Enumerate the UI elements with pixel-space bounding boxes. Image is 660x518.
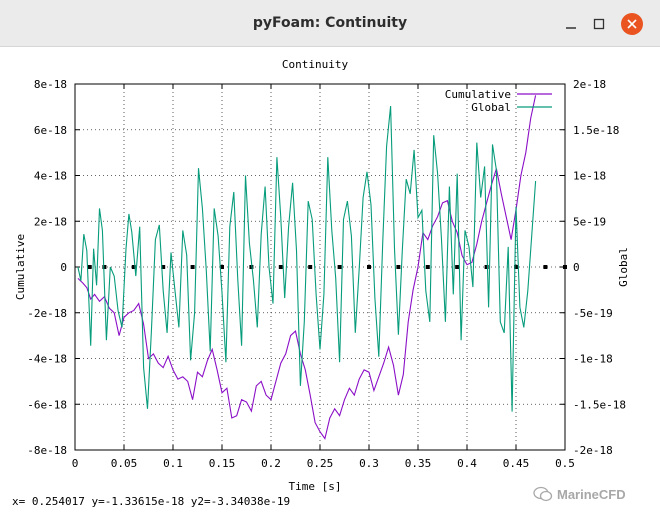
zero-marker <box>102 265 107 269</box>
cursor-coordinates: x= 0.254017 y=-1.33615e-18 y2=-3.34038e-… <box>12 495 291 508</box>
tick-labels: 0 0.05 0.1 0.15 0.2 0.25 0.3 0.35 0.4 0.45 0.5 -8e-… <box>27 78 626 470</box>
x-tick-label: 0.15 <box>209 457 236 470</box>
y2-tick-label: -1.5e-18 <box>573 398 626 411</box>
zero-marker <box>563 265 567 269</box>
maximize-icon <box>593 18 605 30</box>
y-tick-label: -8e-18 <box>27 444 67 457</box>
y2-tick-label: 1e-18 <box>573 170 606 183</box>
y2-tick-label: -1e-18 <box>573 353 613 366</box>
x-tick-label: 0.4 <box>457 457 477 470</box>
y-tick-label: 2e-18 <box>34 215 67 228</box>
continuity-chart[interactable]: 0 0.05 0.1 0.15 0.2 0.25 0.3 0.35 0.4 0.45 0.5 -8e-… <box>0 47 660 518</box>
y-tick-label: 8e-18 <box>34 78 67 91</box>
y-tick-label: 0 <box>60 261 67 274</box>
y2-tick-label: 1.5e-18 <box>573 124 619 137</box>
x-axis-label: Time [s] <box>289 480 342 493</box>
x-tick-label: 0 <box>72 457 79 470</box>
x-tick-label: 0.3 <box>359 457 379 470</box>
y-tick-label: -6e-18 <box>27 398 67 411</box>
maximize-button[interactable] <box>589 14 609 34</box>
zero-marker <box>190 265 195 269</box>
plot-area[interactable]: 0 0.05 0.1 0.15 0.2 0.25 0.3 0.35 0.4 0.45 0.5 -8e-… <box>0 47 660 518</box>
title-bar[interactable]: pyFoam: Continuity <box>0 0 660 47</box>
zero-marker <box>337 265 342 269</box>
zero-marker <box>278 265 283 269</box>
axis-ticks <box>74 83 566 451</box>
zero-markers <box>87 265 567 269</box>
zero-marker <box>87 265 92 269</box>
legend: Cumulative Global <box>445 88 552 114</box>
close-icon <box>627 19 637 29</box>
x-tick-label: 0.5 <box>555 457 575 470</box>
close-button[interactable] <box>621 13 643 35</box>
y2-tick-label: -5e-19 <box>573 307 613 320</box>
legend-label-global: Global <box>471 101 511 114</box>
zero-marker <box>131 265 136 269</box>
watermark: MarineCFD <box>533 484 653 504</box>
x-tick-label: 0.2 <box>261 457 281 470</box>
zero-marker <box>308 265 313 269</box>
y2-tick-label: 5e-19 <box>573 215 606 228</box>
series-line-cumulative <box>77 95 537 440</box>
y2-axis-label: Global <box>617 247 630 287</box>
y-tick-label: 4e-18 <box>34 170 67 183</box>
zero-marker <box>543 265 548 269</box>
grid-lines <box>75 84 565 450</box>
y-axis-label: Cumulative <box>14 234 27 300</box>
zero-marker <box>161 265 166 269</box>
x-tick-label: 0.35 <box>405 457 432 470</box>
y2-tick-label: 0 <box>573 261 580 274</box>
zero-marker <box>220 265 224 269</box>
zero-marker <box>514 265 518 269</box>
zero-marker <box>367 265 371 269</box>
series-lines <box>77 95 537 440</box>
wechat-icon <box>533 486 553 502</box>
minimize-icon <box>566 27 576 29</box>
legend-label-cumulative: Cumulative <box>445 88 511 101</box>
minimize-button[interactable] <box>561 14 581 34</box>
zero-marker <box>396 265 401 269</box>
window-title: pyFoam: Continuity <box>252 15 408 31</box>
y-tick-label: -4e-18 <box>27 353 67 366</box>
y-tick-label: -2e-18 <box>27 307 67 320</box>
x-tick-label: 0.45 <box>503 457 530 470</box>
zero-marker <box>455 265 460 269</box>
zero-marker <box>425 265 430 269</box>
x-tick-label: 0.25 <box>307 457 334 470</box>
chart-title: Continuity <box>282 58 349 71</box>
watermark-text: MarineCFD <box>557 486 626 502</box>
zero-marker <box>249 265 254 269</box>
y2-tick-label: 2e-18 <box>573 78 606 91</box>
x-tick-label: 0.1 <box>163 457 183 470</box>
y2-tick-label: -2e-18 <box>573 444 613 457</box>
x-tick-label: 0.05 <box>111 457 138 470</box>
zero-marker <box>484 265 489 269</box>
y-tick-label: 6e-18 <box>34 124 67 137</box>
series-line-global <box>77 105 537 412</box>
